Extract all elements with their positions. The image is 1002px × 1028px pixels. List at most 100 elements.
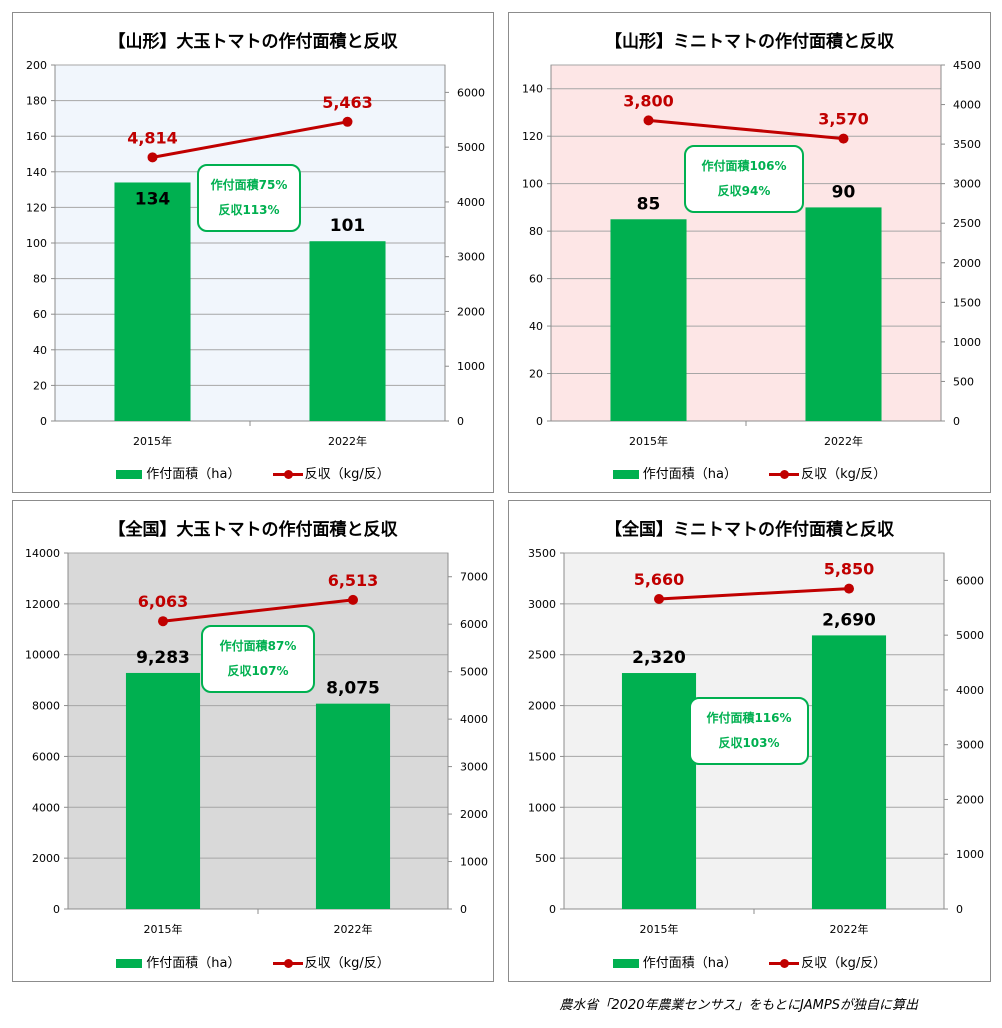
legend-label-yield: 反収（kg/反） bbox=[801, 956, 887, 971]
left-tick-label: 80 bbox=[33, 273, 47, 286]
legend-item-area: 作付面積（ha） bbox=[116, 463, 240, 482]
legend-item-yield: 反収（kg/反） bbox=[769, 463, 886, 482]
legend-label-area: 作付面積（ha） bbox=[146, 956, 241, 971]
yield-data-label: 5,850 bbox=[824, 560, 875, 579]
left-tick-label: 0 bbox=[536, 415, 543, 428]
left-tick-label: 40 bbox=[33, 344, 47, 357]
legend-bar-swatch bbox=[116, 470, 143, 479]
callout-area-ratio: 作付面積75% bbox=[210, 178, 288, 192]
bar-data-label: 134 bbox=[135, 189, 171, 209]
legend-item-yield: 反収（kg/反） bbox=[769, 952, 886, 971]
right-tick-label: 2000 bbox=[457, 305, 485, 318]
bar-data-label: 90 bbox=[832, 182, 856, 202]
right-tick-label: 500 bbox=[953, 375, 974, 388]
right-tick-label: 2000 bbox=[460, 808, 488, 821]
bar bbox=[125, 672, 201, 909]
left-tick-label: 0 bbox=[40, 415, 47, 428]
callout-area-ratio: 作付面積106% bbox=[701, 159, 787, 173]
yield-point bbox=[844, 583, 854, 594]
bar bbox=[309, 241, 386, 421]
bar bbox=[315, 703, 391, 909]
yield-point bbox=[643, 115, 654, 126]
legend-bar-swatch bbox=[612, 470, 639, 479]
chart-svg: 0 20 40 60 80 100 120 140 0 500 1000 1500 2000 2500 30… bbox=[522, 59, 981, 448]
x-tick-label: 2015年 bbox=[640, 922, 679, 936]
legend-label-area: 作付面積（ha） bbox=[642, 956, 737, 971]
left-tick-label: 3500 bbox=[528, 547, 556, 560]
left-tick-label: 6000 bbox=[32, 750, 60, 763]
left-tick-label: 100 bbox=[26, 237, 47, 250]
yield-line bbox=[648, 118, 844, 141]
callout-yield-ratio: 反収113% bbox=[218, 203, 280, 217]
x-tick-label: 2022年 bbox=[824, 434, 863, 448]
callout-area-ratio: 作付面積87% bbox=[219, 639, 297, 653]
yield-point bbox=[158, 616, 168, 627]
right-tick-label: 1500 bbox=[953, 296, 981, 309]
yield-point bbox=[342, 116, 353, 127]
ratio-callout: 作付面積106% 反収94% bbox=[684, 145, 804, 213]
right-tick-label: 5000 bbox=[460, 666, 488, 679]
bar bbox=[805, 207, 882, 421]
source-note: 農水省「2020年農業センサス」をもとにJAMPSが独自に算出 bbox=[559, 998, 918, 1013]
right-tick-label: 4000 bbox=[953, 99, 981, 112]
legend-label-area: 作付面積（ha） bbox=[146, 467, 241, 482]
left-tick-label: 2000 bbox=[32, 852, 60, 865]
chart-panel-yamagata-large-tomato: 0 20 40 60 80 100 120 140 160 180 200 0 1000 2000 3000… bbox=[12, 12, 494, 493]
left-tick-label: 14000 bbox=[25, 547, 60, 560]
left-tick-label: 12000 bbox=[25, 598, 60, 611]
x-tick-label: 2022年 bbox=[328, 434, 367, 448]
right-tick-label: 1000 bbox=[953, 336, 981, 349]
bar bbox=[621, 673, 697, 909]
right-tick-label: 6000 bbox=[956, 574, 984, 587]
right-tick-label: 3000 bbox=[457, 251, 485, 264]
right-tick-label: 0 bbox=[460, 903, 467, 916]
left-tick-label: 120 bbox=[26, 201, 47, 214]
bar bbox=[811, 635, 887, 909]
legend-line-swatch bbox=[272, 959, 303, 968]
right-tick-label: 1000 bbox=[457, 360, 485, 373]
left-tick-label: 100 bbox=[522, 178, 543, 191]
callout-yield-ratio: 反収107% bbox=[227, 664, 289, 678]
bar-data-label: 9,283 bbox=[136, 648, 190, 668]
legend-item-area: 作付面積（ha） bbox=[612, 952, 737, 971]
bar-data-label: 101 bbox=[330, 216, 366, 236]
x-tick-label: 2015年 bbox=[629, 434, 668, 448]
yield-line bbox=[152, 120, 348, 159]
x-tick-label: 2022年 bbox=[830, 922, 869, 936]
bar bbox=[114, 182, 191, 421]
yield-point bbox=[654, 594, 664, 605]
left-tick-label: 140 bbox=[26, 166, 47, 179]
ratio-callout: 作付面積87% 反収107% bbox=[201, 625, 315, 693]
left-tick-label: 0 bbox=[53, 903, 60, 916]
left-tick-label: 2000 bbox=[528, 700, 556, 713]
legend-item-area: 作付面積（ha） bbox=[612, 463, 737, 482]
legend-item-area: 作付面積（ha） bbox=[116, 952, 240, 971]
plot-area bbox=[550, 64, 942, 422]
x-tick-label: 2015年 bbox=[144, 922, 183, 936]
legend-line-swatch bbox=[769, 959, 800, 968]
bar-data-label: 2,690 bbox=[822, 610, 876, 630]
left-tick-label: 500 bbox=[535, 852, 556, 865]
left-tick-label: 200 bbox=[26, 59, 47, 72]
left-tick-label: 4000 bbox=[32, 801, 60, 814]
left-tick-label: 2500 bbox=[528, 649, 556, 662]
yield-data-label: 6,513 bbox=[328, 571, 379, 590]
left-tick-label: 0 bbox=[549, 903, 556, 916]
bar-data-label: 2,320 bbox=[632, 648, 686, 668]
right-tick-label: 5000 bbox=[956, 629, 984, 642]
legend-label-area: 作付面積（ha） bbox=[642, 467, 737, 482]
legend-label-yield: 反収（kg/反） bbox=[304, 956, 390, 971]
plot-area bbox=[67, 552, 449, 910]
yield-data-label: 6,063 bbox=[138, 592, 189, 611]
right-tick-label: 7000 bbox=[460, 571, 488, 584]
left-tick-label: 10000 bbox=[25, 649, 60, 662]
legend-bar-swatch bbox=[116, 959, 143, 968]
left-tick-label: 60 bbox=[33, 308, 47, 321]
left-tick-label: 1000 bbox=[528, 801, 556, 814]
yield-data-label: 3,800 bbox=[623, 91, 674, 110]
right-tick-label: 5000 bbox=[457, 141, 485, 154]
legend: 作付面積（ha） 反収（kg/反） bbox=[509, 952, 990, 971]
bar bbox=[610, 219, 687, 421]
chart-svg: 0 500 1000 1500 2000 2500 3000 3500 0 1000 2000 300… bbox=[528, 547, 984, 936]
legend-label-yield: 反収（kg/反） bbox=[801, 467, 887, 482]
